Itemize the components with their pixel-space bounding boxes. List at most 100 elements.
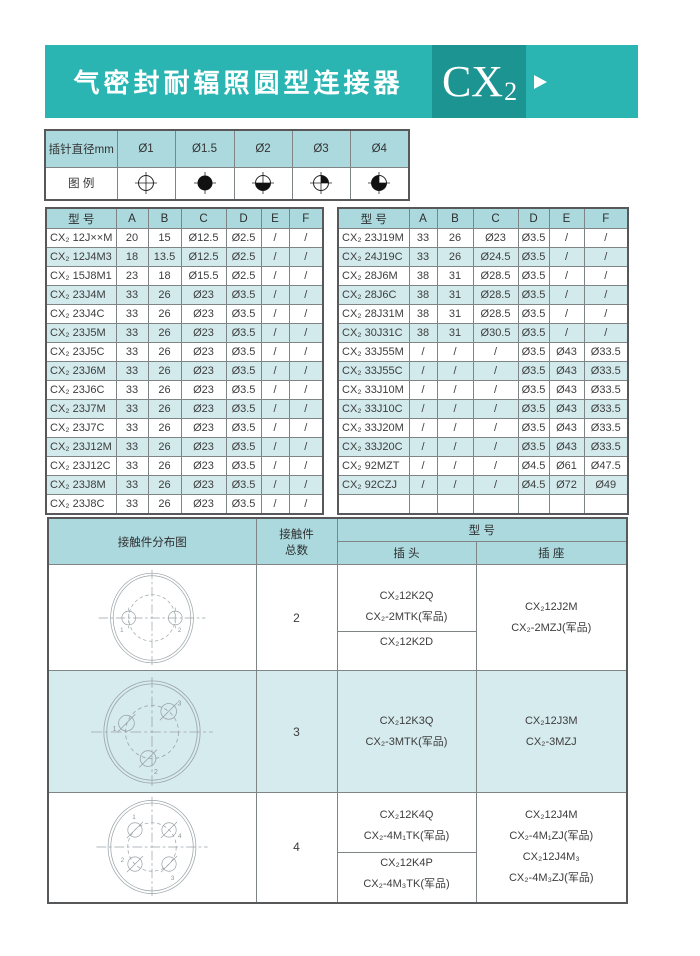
- value-cell: Ø4.5: [517, 456, 550, 476]
- value-cell: /: [260, 285, 290, 305]
- value-cell: Ø49: [583, 475, 629, 495]
- model-cell: CX₂ 92CZJ: [337, 475, 410, 495]
- model-cell: CX₂ 28J6M: [337, 266, 410, 286]
- value-cell: Ø33.5: [583, 380, 629, 400]
- col-f-header: F: [288, 207, 324, 229]
- table-row: CX₂ 92MZT / / / Ø4.5 Ø61 Ø47.5: [337, 456, 629, 476]
- table-row: CX₂ 23J4C 33 26 Ø23 Ø3.5//: [45, 304, 324, 324]
- value-cell: /: [288, 228, 324, 248]
- value-cell: Ø72: [548, 475, 585, 495]
- value-cell: Ø23: [180, 437, 227, 457]
- value-cell: 31: [436, 304, 474, 324]
- page-title: 气密封耐辐照圆型连接器: [73, 68, 404, 98]
- model-text: CX₂12J4M: [524, 809, 578, 822]
- value-cell: /: [472, 361, 519, 381]
- legend-cell: [174, 166, 235, 201]
- value-cell: Ø3.5: [517, 304, 550, 324]
- col-b-header: B: [147, 207, 182, 229]
- model-cell: CX₂ 23J19M: [337, 228, 410, 248]
- value-cell: 33: [115, 437, 149, 457]
- contact-diagram-4pin: 1 4 2 3: [96, 797, 208, 898]
- value-cell: 26: [147, 285, 182, 305]
- pin-label: 3: [178, 700, 182, 707]
- value-cell: /: [436, 456, 474, 476]
- value-cell: 26: [147, 361, 182, 381]
- model-cell: CX₂ 33J20C: [337, 437, 410, 457]
- value-cell: Ø23: [180, 494, 227, 515]
- value-cell: 26: [147, 475, 182, 495]
- value-cell: 38: [408, 304, 438, 324]
- table-row: CX₂ 23J7C 33 26 Ø23 Ø3.5//: [45, 418, 324, 438]
- value-cell: /: [260, 342, 290, 362]
- value-cell: Ø12.5: [180, 228, 227, 248]
- model-text: CX₂-4M₁ZJ(军品): [509, 830, 594, 843]
- value-cell: Ø24.5: [472, 247, 519, 267]
- value-cell: Ø23: [180, 361, 227, 381]
- value-cell: 33: [408, 228, 438, 248]
- model-text: CX₂-4M₃ZJ(军品): [508, 872, 594, 885]
- model-cell: CX₂ 33J10C: [337, 399, 410, 419]
- contact-row-4pin: 1 4 2 3 4 CX₂12K4Q CX₂-4M₁TK(军品) CX₂12K4…: [47, 792, 628, 903]
- value-cell: /: [548, 247, 585, 267]
- value-cell: /: [288, 361, 324, 381]
- value-cell: Ø3.5: [225, 304, 262, 324]
- value-cell: 33: [115, 399, 149, 419]
- value-cell: /: [260, 228, 290, 248]
- plug-models-top: CX₂12K2Q CX₂-2MTK(军品): [338, 583, 475, 632]
- table-row: CX₂ 23J4M 33 26 Ø23 Ø3.5//: [45, 285, 324, 305]
- table-row: CX₂ 23J5M 33 26 Ø23 Ø3.5//: [45, 323, 324, 343]
- plug-models-bottom: CX₂12K4P CX₂-4M₃TK(军品): [338, 853, 475, 895]
- value-cell: Ø43: [548, 418, 585, 438]
- value-cell: Ø3.5: [225, 285, 262, 305]
- model-cell: CX₂ 12J××M: [45, 228, 117, 248]
- value-cell: /: [472, 342, 519, 362]
- value-cell: /: [548, 228, 585, 248]
- value-cell: 26: [147, 494, 182, 515]
- value-cell: Ø3.5: [517, 342, 550, 362]
- three-quarter-filled-circle-icon: [368, 172, 391, 195]
- value-cell: 31: [436, 266, 474, 286]
- model-cell: [337, 494, 410, 515]
- model-column-header: 型 号: [336, 517, 628, 542]
- value-cell: Ø4.5: [517, 475, 550, 495]
- value-cell: /: [472, 399, 519, 419]
- legend-cell: [291, 166, 351, 201]
- header-band: 气密封耐辐照圆型连接器 CX 2: [45, 45, 638, 118]
- model-text: CX₂12K4Q: [379, 808, 434, 821]
- contact-diagram-2pin: 1 2: [98, 569, 206, 666]
- value-cell: [517, 494, 550, 515]
- value-cell: 26: [147, 304, 182, 324]
- value-cell: 33: [115, 342, 149, 362]
- table-row: CX₂ 12J××M 20 15 Ø12.5 Ø2.5//: [45, 228, 324, 248]
- value-cell: /: [288, 342, 324, 362]
- value-cell: /: [436, 342, 474, 362]
- model-cell: CX₂ 33J10M: [337, 380, 410, 400]
- diameter-value: Ø4: [349, 129, 410, 168]
- value-cell: /: [288, 437, 324, 457]
- table-row: [337, 494, 629, 515]
- value-cell: /: [436, 399, 474, 419]
- value-cell: /: [288, 380, 324, 400]
- value-cell: /: [260, 494, 290, 515]
- model-cell: CX₂ 23J12C: [45, 456, 117, 476]
- value-cell: /: [548, 323, 585, 343]
- series-badge: CX 2: [432, 45, 526, 118]
- socket-models-cell: CX₂12J2M CX₂-2MZJ(军品): [475, 564, 628, 671]
- value-cell: /: [472, 475, 519, 495]
- value-cell: Ø61: [548, 456, 585, 476]
- model-cell: CX₂ 12J4M3: [45, 247, 117, 267]
- value-cell: /: [260, 380, 290, 400]
- model-text: CX₂12J2M: [524, 600, 578, 613]
- value-cell: Ø3.5: [225, 475, 262, 495]
- value-cell: 26: [436, 228, 474, 248]
- model-cell: CX₂ 92MZT: [337, 456, 410, 476]
- pin-diameter-label: 插针直径mm: [44, 129, 118, 168]
- value-cell: /: [260, 437, 290, 457]
- value-cell: Ø23: [180, 399, 227, 419]
- plug-column-header: 插 头: [336, 541, 477, 565]
- value-cell: [436, 494, 474, 515]
- col-e-header: E: [548, 207, 585, 229]
- pin-label: 3: [171, 875, 175, 882]
- dimension-table-right: 型 号 A B C D E F CX₂ 23J19M 33 26 Ø23 Ø3.5// C…: [337, 207, 629, 515]
